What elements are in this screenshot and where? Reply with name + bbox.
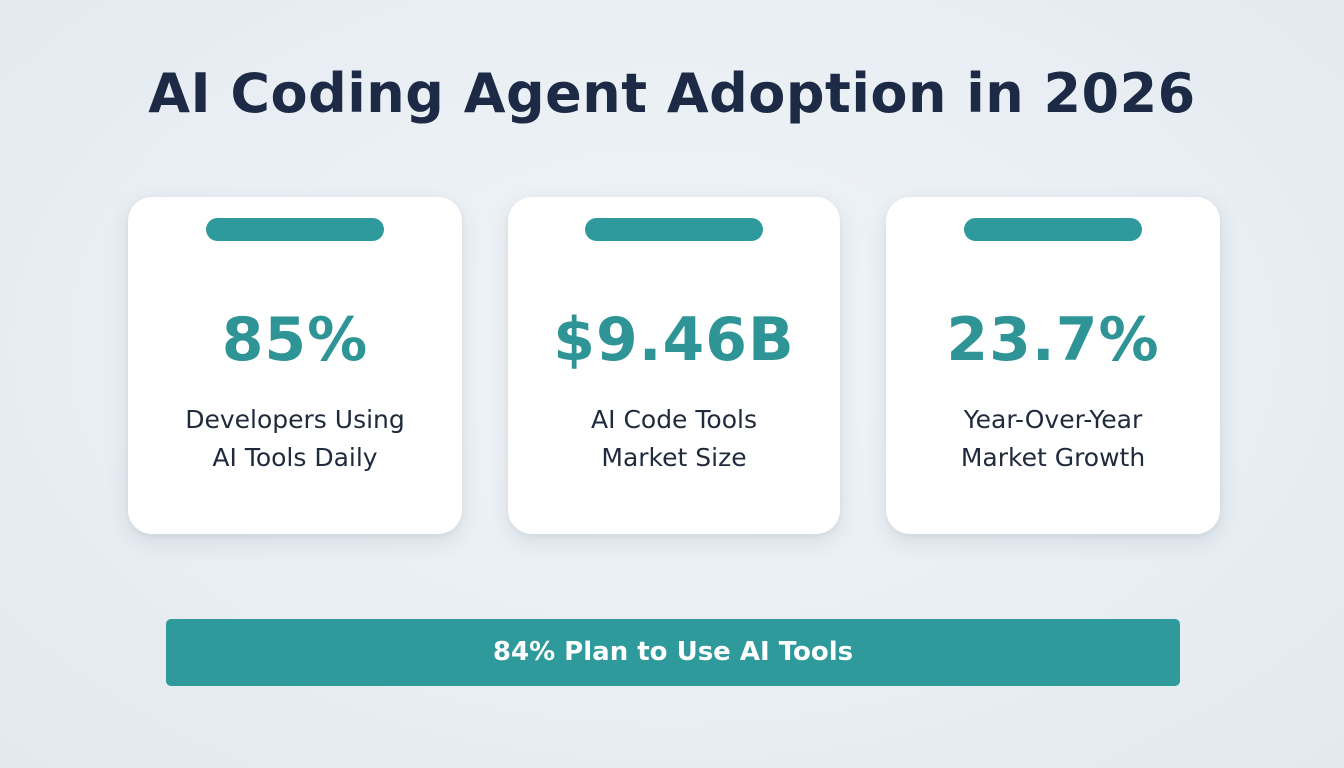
stat-label-line-2: AI Tools Daily [212, 443, 378, 472]
summary-banner: 84% Plan to Use AI Tools [166, 619, 1180, 686]
stat-label-line-2: Market Growth [960, 443, 1146, 472]
stat-card-market-growth: 23.7% Year-Over-Year Market Growth [886, 197, 1220, 534]
stat-label-line-1: AI Code Tools [591, 405, 757, 434]
stat-value: $9.46B [553, 305, 795, 375]
stat-card-market-size: $9.46B AI Code Tools Market Size [508, 197, 840, 534]
stat-label: Year-Over-Year Market Growth [886, 401, 1220, 477]
card-accent-bar [206, 218, 384, 241]
card-accent-bar [585, 218, 763, 241]
stat-card-developers-daily: 85% Developers Using AI Tools Daily [128, 197, 462, 534]
page-title: AI Coding Agent Adoption in 2026 [148, 62, 1196, 125]
stat-label-line-1: Developers Using [185, 405, 405, 434]
stat-value: 23.7% [946, 305, 1160, 375]
card-accent-bar [964, 218, 1142, 241]
stat-label-line-2: Market Size [601, 443, 747, 472]
stat-value: 85% [221, 305, 369, 375]
stat-label: Developers Using AI Tools Daily [128, 401, 462, 477]
stat-label-line-1: Year-Over-Year [963, 405, 1143, 434]
stat-label: AI Code Tools Market Size [508, 401, 840, 477]
